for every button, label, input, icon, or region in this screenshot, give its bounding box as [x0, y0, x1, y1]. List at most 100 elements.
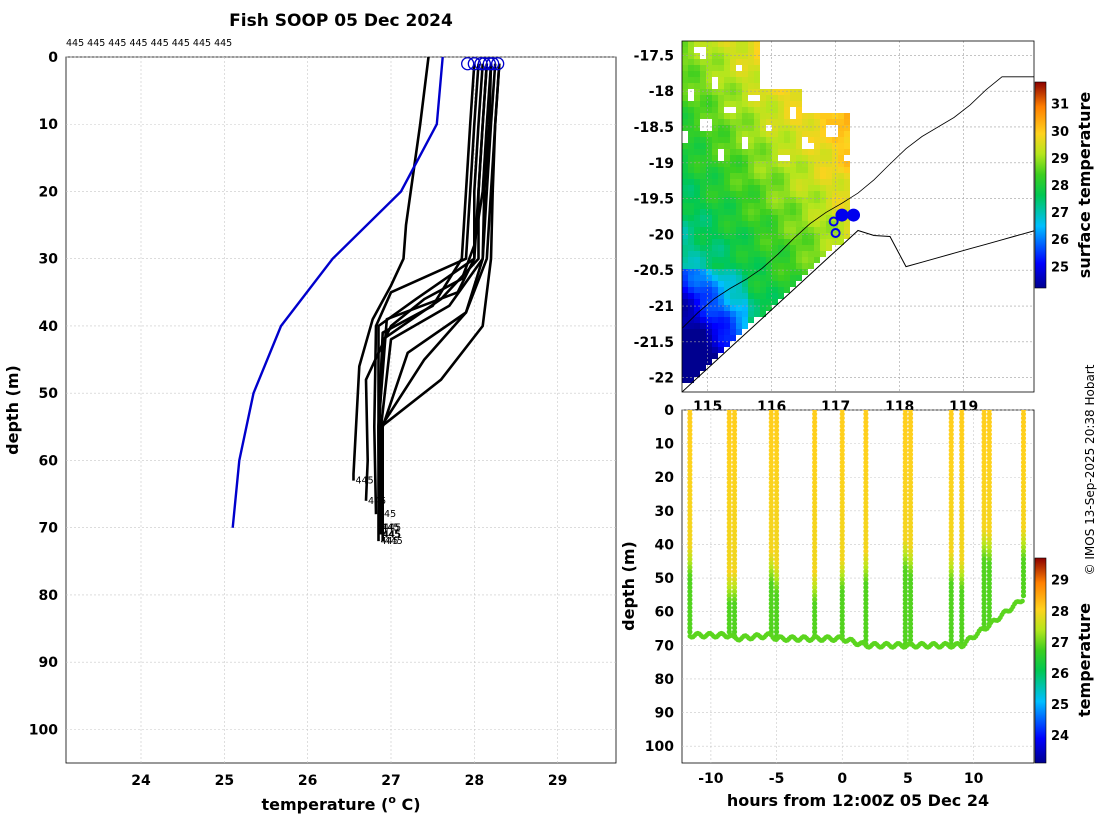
cast-point — [726, 447, 732, 453]
sst-pixel — [748, 47, 754, 53]
sst-pixel — [748, 233, 754, 239]
sst-pixel — [742, 89, 748, 95]
cast-point — [986, 500, 992, 506]
sst-pixel — [688, 239, 694, 245]
sst-pixel — [766, 233, 772, 239]
sst-pixel — [712, 323, 718, 329]
sst-pixel — [694, 293, 700, 299]
sst-pixel — [808, 167, 814, 173]
cast-point — [863, 560, 869, 566]
cast-point — [839, 435, 845, 441]
sst-pixel — [718, 323, 724, 329]
sst-pixel — [778, 179, 784, 185]
cast-point — [726, 560, 732, 566]
cast-point — [959, 592, 965, 599]
sst-pixel — [730, 203, 736, 209]
sst-pixel — [700, 347, 706, 353]
sst-pixel — [796, 89, 802, 95]
sst-pixel — [694, 89, 700, 95]
cast-point — [731, 548, 738, 554]
cast-point — [863, 467, 869, 474]
sst-pixel — [748, 131, 754, 137]
cast-point — [726, 584, 732, 591]
cast-point — [768, 496, 774, 502]
sst-pixel — [724, 221, 730, 227]
sst-pixel — [826, 221, 832, 227]
sst-pixel — [754, 281, 760, 287]
sst-pixel — [706, 53, 712, 59]
cast-point — [687, 431, 693, 437]
sst-pixel — [694, 251, 700, 257]
sst-pixel — [748, 293, 754, 299]
sst-pixel — [718, 131, 724, 137]
cast-point — [812, 560, 818, 566]
sst-pixel — [700, 365, 706, 371]
cast-point — [768, 613, 774, 619]
sst-pixel — [754, 257, 760, 263]
sst-pixel — [730, 77, 736, 83]
cast-point — [959, 512, 965, 518]
sst-pixel — [688, 251, 694, 257]
cast-point — [902, 427, 908, 433]
sst-pixel — [736, 137, 742, 143]
sst-pixel — [706, 95, 712, 101]
cast-point — [768, 601, 774, 607]
sst-pixel — [754, 251, 760, 257]
cast-point — [687, 480, 693, 486]
sst-pixel — [748, 239, 754, 245]
sst-pixel — [712, 251, 718, 257]
cast-point — [981, 496, 987, 502]
cast-point — [863, 633, 869, 639]
sst-pixel — [832, 149, 838, 155]
sst-pixel — [688, 107, 694, 113]
cast-point — [959, 500, 965, 506]
cast-point — [959, 516, 965, 522]
sst-pixel — [772, 185, 778, 191]
cast-point — [687, 459, 693, 466]
cast-point — [726, 625, 732, 631]
sst-pixel — [808, 161, 814, 167]
sst-pixel — [682, 239, 688, 245]
cast-point — [812, 601, 818, 607]
cast-point — [907, 459, 914, 466]
cast-point — [863, 532, 869, 538]
sst-pixel — [682, 47, 688, 53]
cast-point — [948, 520, 954, 526]
cast-point — [907, 443, 914, 449]
sst-pixel — [832, 179, 838, 185]
sst-pixel — [694, 173, 700, 179]
sst-pixel — [778, 287, 784, 293]
sst-pixel — [760, 179, 766, 185]
sst-pixel — [718, 245, 724, 251]
cast-point — [731, 508, 738, 514]
sst-pixel — [742, 173, 748, 179]
cast-point — [948, 576, 954, 583]
sst-pixel — [700, 317, 706, 323]
sst-pixel — [700, 251, 706, 257]
sst-pixel — [826, 245, 832, 251]
sst-pixel — [688, 353, 694, 359]
sst-pixel — [820, 209, 826, 215]
cast-point — [731, 572, 738, 579]
cast-point — [902, 419, 908, 425]
cast-point — [863, 439, 869, 445]
cast-point — [981, 431, 987, 437]
cast-point — [687, 484, 693, 490]
cast-point — [768, 443, 774, 449]
sst-pixel — [754, 125, 760, 131]
sst-pixel — [724, 197, 730, 203]
sst-pixel — [688, 257, 694, 263]
sst-pixel — [766, 113, 772, 119]
sst-pixel — [730, 47, 736, 53]
cast-point — [726, 459, 732, 466]
cast-point — [768, 439, 774, 445]
sst-pixel — [832, 143, 838, 149]
cast-point — [907, 572, 914, 579]
cast-point — [773, 512, 780, 518]
cast-point — [731, 544, 738, 550]
cast-point — [687, 564, 693, 570]
cast-point — [907, 484, 914, 490]
sst-pixel — [736, 209, 742, 215]
sst-pixel — [778, 233, 784, 239]
sst-pixel — [700, 83, 706, 89]
